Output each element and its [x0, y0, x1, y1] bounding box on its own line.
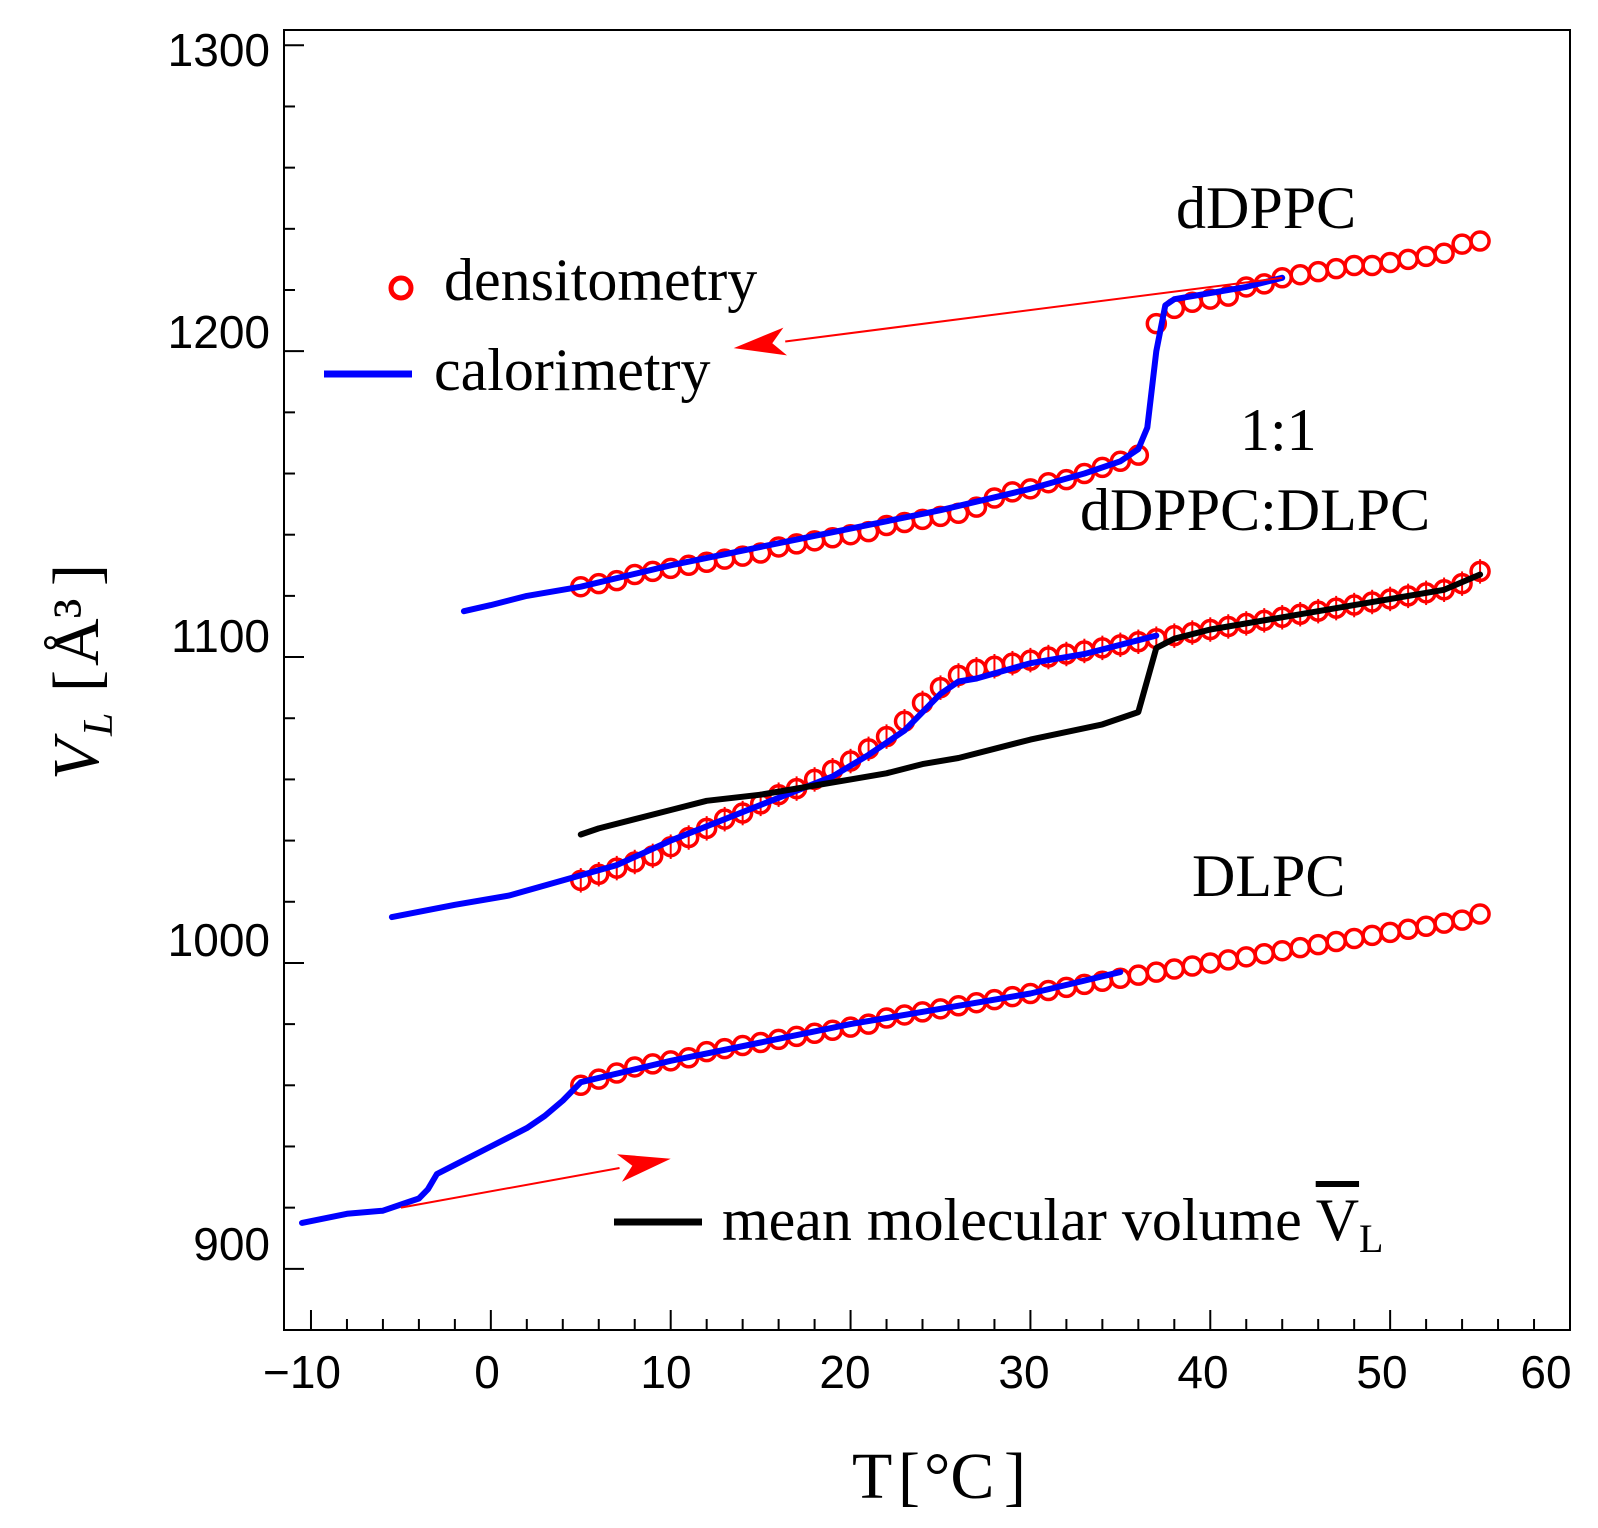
arrow: [733, 276, 1283, 356]
data-point: [1451, 909, 1473, 931]
annotations: dDPPC 1:1 dDPPC:DLPC DLPC: [1080, 175, 1430, 909]
legend: densitometry calorimetry mean molecular …: [324, 247, 1383, 1261]
data-point: [1469, 560, 1491, 583]
data-point: [570, 1074, 592, 1097]
y-tick-label: 1200: [168, 306, 270, 358]
y-axis-bracket-close: ]: [40, 564, 113, 586]
y-tick-label: 1000: [168, 914, 270, 966]
y-axis-title: V L [ Å³ ]: [40, 564, 122, 780]
x-tick-labels: −10 0 10 20 30 40 50 60: [263, 1346, 1572, 1398]
x-axis-title: T [ °C ]: [852, 1440, 1026, 1513]
arrow-head: [733, 327, 787, 356]
y-tick-label: 1100: [171, 610, 270, 662]
x-tick-label: 40: [1177, 1346, 1228, 1398]
legend-calorimetry-label: calorimetry: [434, 337, 711, 403]
x-axis-label: T: [852, 1440, 892, 1513]
y-tick-labels: 900 1000 1100 1200 1300: [168, 24, 270, 1270]
y-axis-bracket-open: [: [40, 670, 113, 692]
series-1-1-ddppc-dlpc-calorimetry: [388, 632, 1160, 921]
x-tick-label: 30: [998, 1346, 1049, 1398]
x-tick-label: 20: [819, 1346, 870, 1398]
x-tick-label: 50: [1356, 1346, 1407, 1398]
series-line: [460, 274, 1286, 615]
series-dlpc-calorimetry: [299, 969, 1124, 1226]
series-line: [299, 969, 1124, 1226]
arrow-shaft: [400, 1167, 620, 1209]
series-line: [388, 632, 1160, 921]
legend-mean-label: mean molecular volume VL: [722, 1187, 1383, 1261]
legend-densitometry-label: densitometry: [444, 247, 757, 313]
plot-frame: [283, 29, 1571, 1331]
x-tick-label: 0: [474, 1346, 500, 1398]
data-point: [1469, 903, 1491, 925]
x-tick-label: 60: [1520, 1346, 1571, 1398]
series-ddppc-calorimetry: [460, 274, 1286, 615]
data-point: [1433, 242, 1455, 265]
y-axis-label-subscript: L: [76, 713, 122, 737]
arrows: [400, 276, 1283, 1209]
data-series: [299, 230, 1491, 1226]
x-axis-unit: °C: [924, 1440, 994, 1513]
arrow: [400, 1154, 671, 1209]
series-ddppc-densitometry: [570, 230, 1491, 598]
axis-ticks: [284, 44, 1571, 1331]
legend-mean-symbol: V: [1316, 1187, 1359, 1253]
y-tick-label: 900: [193, 1218, 270, 1270]
y-axis-label: V: [40, 733, 113, 780]
x-tick-label: 10: [640, 1346, 691, 1398]
x-tick-label: −10: [263, 1346, 341, 1398]
y-axis-unit: Å³: [40, 599, 113, 666]
arrow-head: [617, 1154, 671, 1182]
data-point: [1469, 230, 1491, 252]
legend-mean-text: mean molecular volume: [722, 1187, 1316, 1253]
y-tick-label: 1300: [168, 24, 270, 76]
series-line: [577, 571, 1484, 838]
arrow-shaft: [785, 276, 1283, 343]
annotation-mix-ratio: 1:1: [1240, 397, 1317, 463]
annotation-dDPPC: dDPPC: [1176, 175, 1356, 241]
annotation-DLPC: DLPC: [1192, 843, 1345, 909]
legend-mean-subscript: L: [1359, 1216, 1383, 1261]
legend-densitometry-marker: [388, 275, 414, 301]
x-axis-bracket-open: [: [898, 1440, 920, 1513]
data-point: [965, 496, 988, 518]
data-point: [713, 808, 736, 830]
x-axis-bracket-close: ]: [1004, 1440, 1026, 1513]
data-point: [1145, 312, 1168, 335]
annotation-mix-name: dDPPC:DLPC: [1080, 477, 1430, 543]
series-mean-molecular-volume: [577, 571, 1484, 838]
